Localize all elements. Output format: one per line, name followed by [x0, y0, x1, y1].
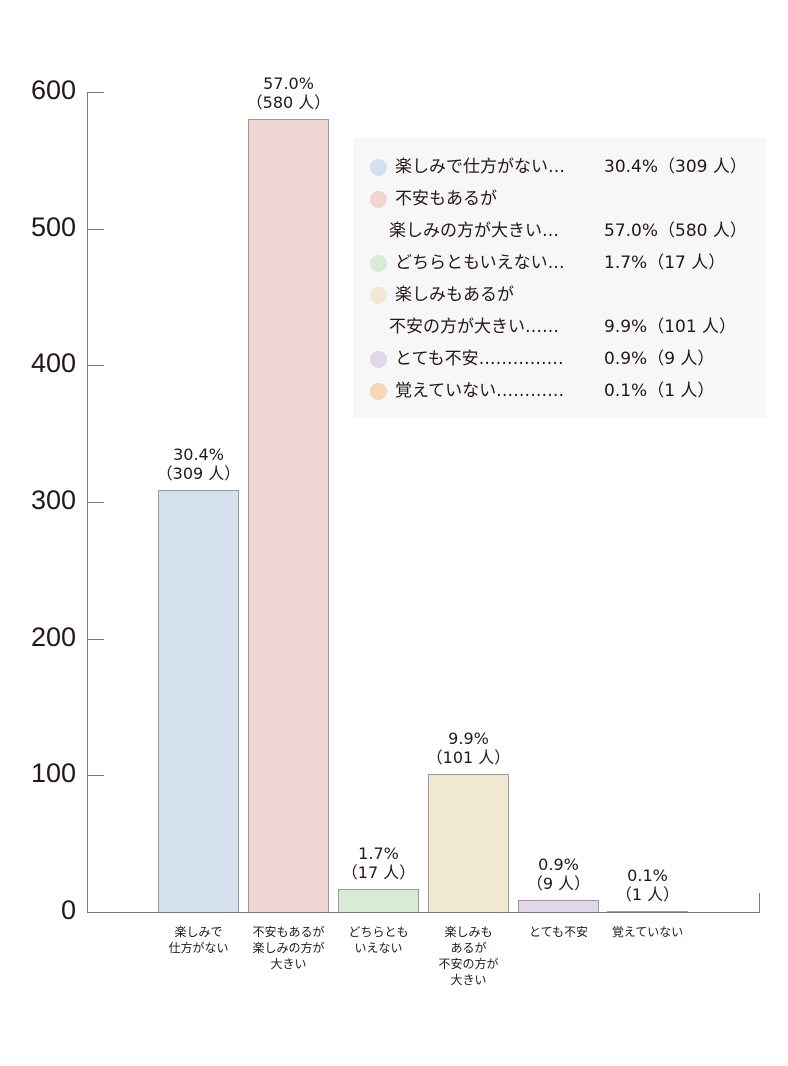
bar-count: （1 人） — [615, 884, 680, 904]
legend-swatch-icon — [370, 255, 387, 272]
y-tick-label: 400 — [30, 348, 76, 379]
bar-percent: 0.1% — [627, 865, 668, 885]
bar-count: （9 人） — [526, 873, 591, 893]
y-tick-mark — [87, 775, 104, 777]
y-tick-label: 600 — [30, 75, 76, 105]
legend-item: 楽しみで仕方がない… 30.4%（309 人） — [353, 156, 766, 178]
category-label-line: 覚えていない — [611, 925, 684, 939]
bar-percent: 1.7% — [358, 843, 399, 863]
category-label: 不安もあるが 楽しみの方が 大きい — [241, 924, 337, 972]
category-label: 楽しみで 仕方がない — [151, 924, 247, 956]
bar-percent: 0.9% — [538, 854, 579, 874]
y-tick-label: 300 — [30, 485, 76, 515]
y-tick-label: 200 — [30, 621, 76, 652]
category-label-line: 不安の方が — [438, 957, 499, 971]
bar — [607, 910, 688, 912]
legend: 楽しみで仕方がない… 30.4%（309 人） 不安もあるが楽しみの方が大きい… 57… — [353, 138, 766, 418]
category-label: どちらとも いえない — [331, 924, 427, 956]
legend-item: 楽しみもあるが — [353, 284, 766, 306]
category-label-line: あるが — [450, 941, 487, 955]
category-label-line: とても不安 — [528, 925, 589, 939]
bar — [248, 119, 329, 912]
bar-value-label: 57.0% （580 人） — [234, 74, 344, 112]
y-tick-label: 0 — [60, 895, 76, 925]
bar-value-label: 0.9% （9 人） — [504, 855, 614, 893]
y-tick-mark — [87, 365, 104, 367]
legend-item: 覚えていない………… 0.1%（1 人） — [353, 380, 766, 402]
y-tick-mark — [87, 502, 104, 503]
legend-value: 1.7%（17 人） — [604, 253, 726, 273]
category-label-line: 仕方がない — [168, 941, 229, 955]
category-label-line: 大きい — [450, 973, 487, 987]
category-label: とても不安 — [511, 924, 607, 940]
bar — [518, 899, 599, 912]
bar-percent: 30.4% — [173, 444, 224, 464]
legend-swatch-icon — [370, 383, 387, 400]
x-axis-line — [87, 912, 760, 913]
y-tick-label: 100 — [30, 758, 76, 789]
legend-label-line2: 楽しみの方が大きい… — [389, 221, 559, 241]
category-label-line: 楽しみの方が — [252, 941, 325, 955]
legend-label-line2: 不安の方が大きい…… — [389, 317, 559, 337]
category-label-line: 大きい — [270, 957, 307, 971]
legend-swatch-icon — [370, 287, 387, 304]
bar-value-label: 9.9% （101 人） — [414, 729, 524, 767]
bar-value-label: 0.1% （1 人） — [593, 866, 703, 904]
legend-label: 楽しみもあるが — [395, 285, 514, 305]
legend-item-continued: 楽しみの方が大きい… 57.0%（580 人） — [353, 220, 766, 242]
legend-label: 楽しみで仕方がない… — [395, 157, 565, 177]
bar-count: （309 人） — [156, 463, 241, 483]
legend-value: 0.9%（9 人） — [604, 349, 715, 369]
legend-value: 57.0%（580 人） — [604, 221, 747, 241]
bar-value-label: 1.7% （17 人） — [324, 844, 434, 882]
y-tick-mark — [87, 638, 104, 640]
category-label-line: 楽しみで — [174, 925, 223, 939]
legend-item: 不安もあるが — [353, 188, 766, 210]
legend-label: 覚えていない………… — [395, 381, 565, 401]
y-tick-mark — [87, 92, 104, 93]
legend-swatch-icon — [370, 191, 387, 208]
legend-swatch-icon — [370, 159, 387, 176]
category-label-line: 楽しみも — [444, 925, 493, 939]
category-label: 楽しみもあるが不安の方が大きい — [421, 924, 517, 988]
category-label-line: どちらとも — [348, 925, 409, 939]
bar-percent: 9.9% — [448, 728, 489, 748]
legend-swatch-icon — [370, 351, 387, 368]
bar-count: （580 人） — [246, 93, 331, 113]
bar — [338, 888, 419, 912]
legend-value: 30.4%（309 人） — [604, 157, 747, 177]
category-label-line: 不安もあるが — [252, 925, 325, 939]
y-tick-label: 500 — [30, 211, 76, 242]
bar — [428, 773, 509, 912]
legend-value: 0.1%（1 人） — [604, 381, 715, 401]
legend-label: どちらともいえない… — [395, 253, 565, 273]
bar-percent: 57.0% — [263, 74, 314, 94]
x-axis-end-tick — [759, 893, 760, 913]
category-label-line: いえない — [354, 941, 403, 955]
bar — [158, 489, 239, 912]
legend-item: とても不安…………… 0.9%（9 人） — [353, 348, 766, 370]
legend-label: 不安もあるが — [395, 189, 497, 209]
category-label: 覚えていない — [600, 924, 696, 940]
bar-value-label: 30.4% （309 人） — [144, 445, 254, 483]
bar-count: （101 人） — [426, 747, 511, 767]
legend-value: 9.9%（101 人） — [604, 317, 737, 337]
legend-item-continued: 不安の方が大きい…… 9.9%（101 人） — [353, 316, 766, 338]
legend-label: とても不安…………… — [395, 349, 564, 369]
y-tick-mark — [87, 228, 104, 230]
legend-item: どちらともいえない… 1.7%（17 人） — [353, 252, 766, 274]
bar-count: （17 人） — [341, 862, 416, 882]
